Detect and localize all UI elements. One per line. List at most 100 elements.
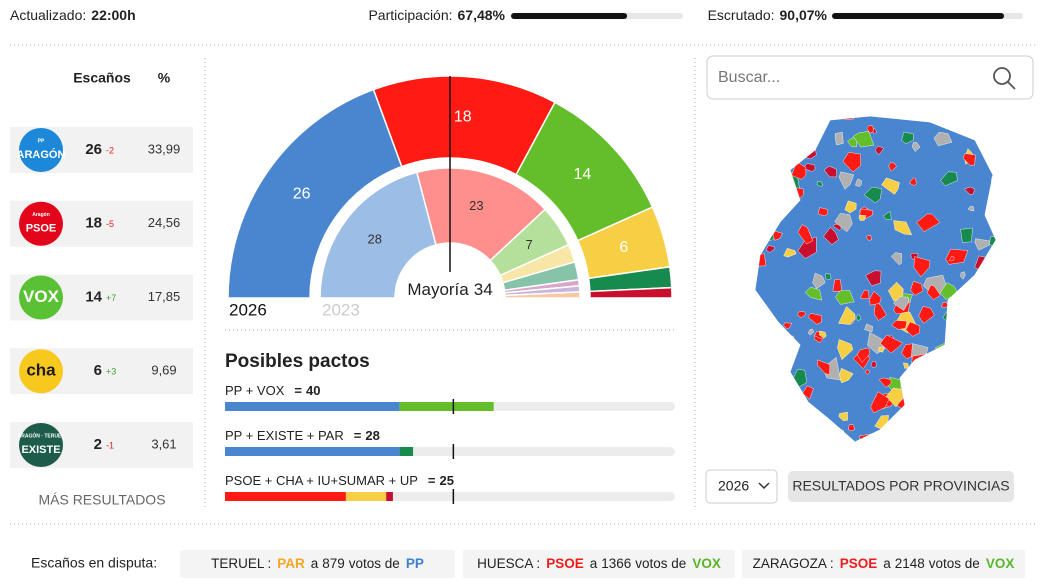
provinces-button[interactable] xyxy=(788,471,1014,502)
municipality xyxy=(792,397,799,404)
pact-segment xyxy=(386,492,393,501)
municipality xyxy=(917,408,931,421)
seat-label: 14 xyxy=(574,166,592,183)
majority-value: 34 xyxy=(474,280,493,299)
municipality xyxy=(823,165,837,178)
municipality xyxy=(963,408,979,423)
seat-label: 7 xyxy=(526,237,533,252)
seat-change: -1 xyxy=(106,440,114,450)
municipality xyxy=(958,396,980,419)
municipality xyxy=(916,432,941,442)
municipality xyxy=(888,281,904,302)
municipality xyxy=(838,411,848,422)
municipality xyxy=(973,429,984,442)
municipality xyxy=(874,145,885,156)
municipality xyxy=(933,131,953,147)
municipality xyxy=(858,214,867,221)
municipality xyxy=(755,147,759,165)
dispute: TERUEL: PAR a 879 votos de PP xyxy=(211,556,424,571)
municipality xyxy=(918,306,935,324)
municipality xyxy=(783,247,797,258)
dispute: ZARAGOZA: PSOE a 2148 votos de VOX xyxy=(753,556,1015,571)
municipality xyxy=(984,289,996,304)
municipality xyxy=(838,306,856,325)
map-outline xyxy=(754,115,997,443)
municipality xyxy=(975,407,996,421)
municipality xyxy=(888,162,897,172)
municipality xyxy=(852,130,875,148)
municipality xyxy=(880,334,904,354)
seats: 18 xyxy=(85,215,102,232)
search-box[interactable] xyxy=(706,55,1034,100)
vote-percent: 33,99 xyxy=(148,141,181,156)
municipality xyxy=(863,186,883,204)
municipality xyxy=(920,355,939,373)
dispute-box xyxy=(180,550,455,578)
pact-label: PP + EXISTE + PAR = 28 xyxy=(225,428,380,443)
seat-change: +3 xyxy=(106,367,116,377)
footer-label: Escaños en disputa: xyxy=(31,555,157,571)
municipality xyxy=(758,196,772,214)
more-results-link[interactable]: MÁS RESULTADOS xyxy=(38,492,165,508)
votes: 1366 xyxy=(601,556,631,571)
municipality xyxy=(865,234,872,241)
municipality xyxy=(796,311,807,319)
pact-segment xyxy=(345,492,387,501)
municipality xyxy=(755,273,756,282)
municipality xyxy=(755,415,756,426)
seat-slice xyxy=(319,171,437,299)
provinces-button-label: RESULTADOS POR PROVINCIAS xyxy=(792,478,1009,494)
pact-equals: = xyxy=(354,428,362,443)
municipality xyxy=(937,116,962,124)
municipality xyxy=(909,177,918,187)
municipality xyxy=(832,279,843,292)
column-header: Escaños xyxy=(73,70,131,86)
municipality xyxy=(823,226,839,245)
municipality xyxy=(819,330,827,339)
seats: 2 xyxy=(94,436,102,453)
municipality xyxy=(958,116,971,121)
municipality xyxy=(870,361,877,368)
municipality xyxy=(755,253,767,267)
municipality xyxy=(973,439,991,442)
municipality xyxy=(763,390,775,400)
separator: : xyxy=(267,556,271,571)
scrutiny: Escrutado: 90,07% xyxy=(708,7,828,23)
seat-slice xyxy=(504,291,581,299)
municipality xyxy=(995,120,996,129)
votes: 2148 xyxy=(895,556,925,571)
municipality xyxy=(889,426,902,437)
year-select[interactable] xyxy=(705,469,778,504)
municipality xyxy=(859,433,871,442)
party-logo xyxy=(19,349,63,394)
logo-text: PP xyxy=(38,138,45,144)
ring-year: 2026 xyxy=(229,300,267,319)
municipality xyxy=(783,322,793,330)
ring-year: 2023 xyxy=(322,300,360,319)
votes: 879 xyxy=(322,556,345,571)
dispute-box xyxy=(742,550,1025,578)
municipality xyxy=(802,385,814,400)
vote-percent: 24,56 xyxy=(148,215,181,230)
pact-total: 40 xyxy=(306,383,320,398)
municipality xyxy=(911,142,921,152)
participation-label: Participación: xyxy=(368,7,452,23)
municipality xyxy=(878,346,884,353)
pact-label: PSOE + CHA + IU+SUMAR + UP = 25 xyxy=(225,473,454,488)
municipality xyxy=(972,410,985,421)
municipality xyxy=(910,281,924,296)
chevron xyxy=(758,482,770,490)
province: ZARAGOZA xyxy=(753,556,827,571)
logo-text: ARAGÓN · TERUEL xyxy=(18,431,65,439)
votes-suffix: votos de xyxy=(349,556,400,571)
seats: 26 xyxy=(85,141,102,158)
municipality xyxy=(891,320,908,330)
municipality xyxy=(926,116,936,117)
pact-segment xyxy=(225,492,346,501)
municipality xyxy=(859,289,870,299)
logo-text: Aragón xyxy=(32,212,50,218)
municipality xyxy=(816,181,824,187)
municipality xyxy=(989,247,996,260)
dispute-box xyxy=(463,550,735,578)
